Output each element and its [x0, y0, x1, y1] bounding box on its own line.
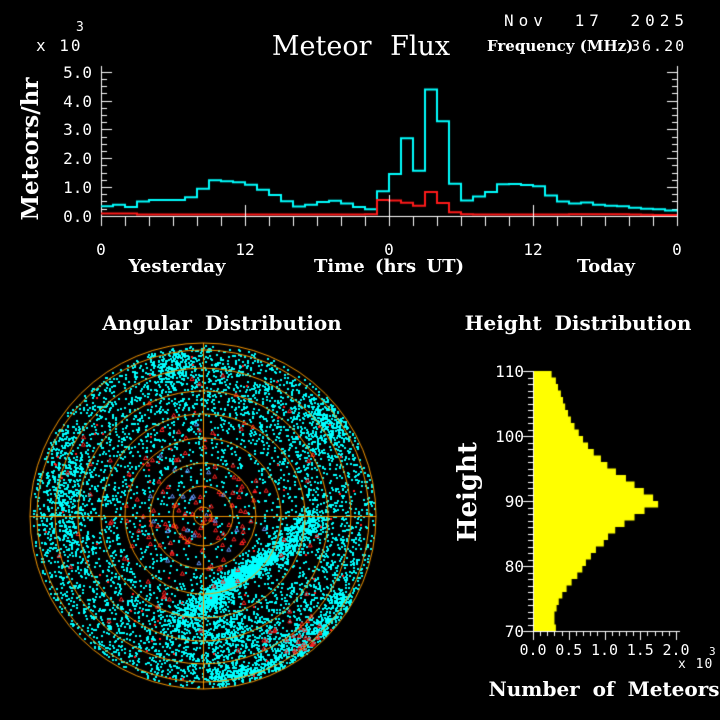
angular-distribution-title: Angular Distribution: [102, 311, 342, 335]
tick-label: 70: [504, 622, 524, 641]
height-distribution-title: Height Distribution: [464, 311, 692, 335]
tick-label: 0: [96, 240, 106, 259]
frequency-value: 36.20: [631, 37, 687, 55]
flux-x-axis-title: Time (hrs UT): [313, 256, 465, 277]
tick-label: 90: [504, 492, 524, 511]
height-x-tick-labels: 0.0 0.5 1.0 1.5 2.0: [0, 641, 720, 659]
tick-label: 80: [504, 557, 524, 576]
date-label: Nov 17 2025: [504, 11, 689, 30]
tick-label: 1.5: [626, 641, 654, 659]
flux-x-tick-labels: 0 12 0 12 0: [0, 240, 720, 260]
tick-label: 0: [672, 240, 682, 259]
tick-label: 4.0: [63, 91, 92, 111]
tick-label: 3.0: [63, 120, 92, 140]
flux-y-multiplier-exponent: 3: [76, 20, 84, 35]
tick-label: 1.0: [590, 641, 619, 659]
tick-label: 5.0: [63, 62, 92, 82]
tick-label: 12: [235, 240, 255, 259]
tick-label: 0.0: [63, 206, 92, 226]
tick-label: 1.0: [63, 177, 92, 197]
tick-label: 12: [523, 240, 543, 259]
frequency-label: Frequency (MHz): [487, 37, 634, 55]
tick-label: 0.0: [519, 641, 547, 659]
flux-y-tick-labels: 0.0 1.0 2.0 3.0 4.0 5.0: [38, 0, 92, 230]
tick-label: 2.0: [63, 149, 92, 169]
height-x-axis-title: Number of Meteors: [488, 677, 720, 701]
tick-label: 0: [384, 240, 394, 259]
x-section-label-yesterday: Yesterday: [128, 256, 226, 277]
height-y-tick-labels: 70 80 90 100 110: [470, 0, 524, 720]
height-x-multiplier: x 10: [678, 657, 714, 672]
tick-label: 0.5: [555, 641, 583, 659]
x-section-label-today: Today: [576, 256, 636, 277]
height-x-multiplier-exponent: 3: [709, 645, 716, 658]
page-title: Meteor Flux: [271, 31, 451, 62]
tick-label: 2.0: [662, 641, 690, 659]
flux-y-multiplier: x 10: [36, 36, 83, 55]
tick-label: 100: [495, 427, 524, 446]
tick-label: 110: [495, 362, 524, 381]
